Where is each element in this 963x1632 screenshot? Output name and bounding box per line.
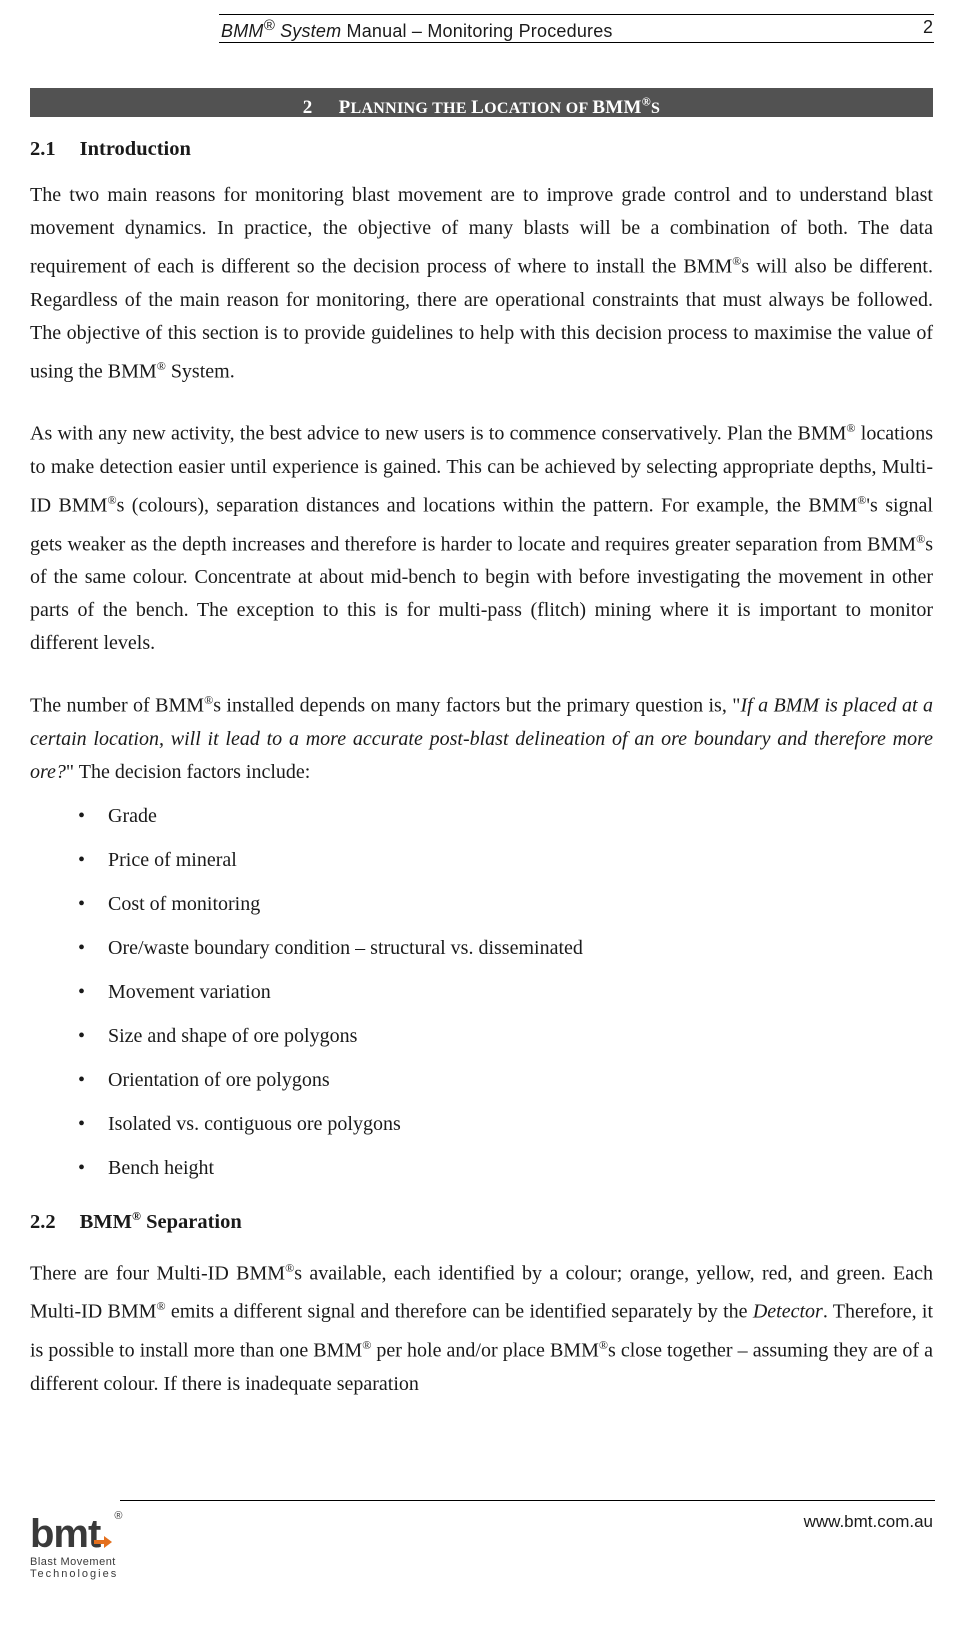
heading-2-2-text: BMM® Separation <box>80 1211 242 1233</box>
bmt-logo-tag2: Technologies <box>30 1568 138 1580</box>
header-page-number: 2 <box>923 17 933 38</box>
content-2-1: 2.1 Introduction The two main reasons for… <box>30 138 933 1401</box>
bmt-logo-row: bmt ® <box>30 1506 138 1554</box>
header-title-rest: Manual – Monitoring Procedures <box>341 21 612 41</box>
heading-2-1: 2.1 Introduction <box>30 138 933 161</box>
arrow-icon <box>94 1536 112 1548</box>
bmt-logo-text: bmt <box>30 1514 100 1554</box>
heading-2-2-num: 2.2 <box>30 1211 56 1234</box>
paragraph-2: As with any new activity, the best advic… <box>30 412 933 660</box>
list-item: Orientation of ore polygons <box>30 1067 933 1093</box>
section-number: 2 <box>303 93 313 122</box>
footer-url: www.bmt.com.au <box>804 1512 933 1532</box>
list-item: Grade <box>30 803 933 829</box>
header-rule-top <box>219 14 934 15</box>
header-title-italic2: System <box>275 21 341 41</box>
list-item: Bench height <box>30 1155 933 1181</box>
page: BMM® System Manual – Monitoring Procedur… <box>0 0 963 1632</box>
list-item: Cost of monitoring <box>30 891 933 917</box>
list-item: Isolated vs. contiguous ore polygons <box>30 1111 933 1137</box>
detector-italic: Detector <box>753 1301 823 1323</box>
paragraph-3: The number of BMM®s installed depends on… <box>30 684 933 789</box>
paragraph-4: There are four Multi-ID BMM®s available,… <box>30 1252 933 1401</box>
header-rule-bottom <box>219 42 934 43</box>
heading-2-1-text: Introduction <box>80 138 191 160</box>
paragraph-1: The two main reasons for monitoring blas… <box>30 179 933 388</box>
list-item: Ore/waste boundary condition – structura… <box>30 935 933 961</box>
heading-2-2: 2.2 BMM® Separation <box>30 1209 933 1234</box>
header-title: BMM® System Manual – Monitoring Procedur… <box>221 17 613 42</box>
list-item: Price of mineral <box>30 847 933 873</box>
list-item: Size and shape of ore polygons <box>30 1023 933 1049</box>
heading-2-1-num: 2.1 <box>30 138 56 161</box>
header-title-sup: ® <box>264 17 275 34</box>
section-heading-bar: 2PLANNING THE LOCATION OF BMM®S <box>30 88 933 117</box>
bmt-logo-tag1: Blast Movement <box>30 1556 138 1568</box>
footer-rule <box>120 1500 935 1501</box>
bmt-logo-registered: ® <box>114 1510 122 1522</box>
bmt-logo: bmt ® Blast Movement Technologies <box>30 1506 138 1580</box>
section-title: PLANNING THE LOCATION OF BMM®S <box>339 97 661 118</box>
list-item: Movement variation <box>30 979 933 1005</box>
decision-factors-list: Grade Price of mineral Cost of monitorin… <box>30 803 933 1181</box>
header-title-italic: BMM <box>221 21 264 41</box>
